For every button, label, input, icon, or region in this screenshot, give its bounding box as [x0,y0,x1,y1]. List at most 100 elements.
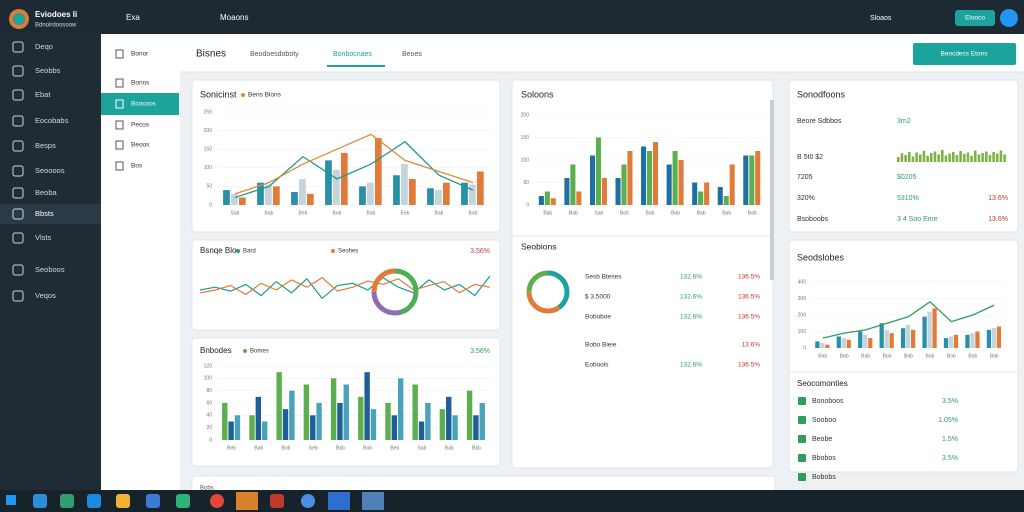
list-cell: Sesb Bteses [585,274,622,281]
sub-nav-item[interactable]: Bos [131,163,143,170]
bar [666,164,672,205]
sub-nav-item[interactable]: Beoos [131,142,150,149]
bar [265,184,272,205]
spark-bar [911,156,915,162]
x-tick-label: Bob [620,210,629,216]
app-icon[interactable] [60,494,74,508]
top-menu[interactable]: Moaons [220,13,248,22]
bar [641,146,647,205]
nav-item[interactable]: Ebat [35,90,51,99]
tab[interactable]: Beoes [402,51,422,58]
bar [446,396,452,440]
nav-item[interactable]: Seoboos [35,265,65,274]
list-cell: Beore Sdbbos [797,118,842,125]
y-tick-label: 80 [206,388,212,394]
line-series [199,275,491,300]
x-tick-label: Beb [299,210,308,216]
list-cell: 136.5% [738,294,760,301]
app-icon[interactable] [328,492,350,510]
start-icon[interactable] [6,495,16,505]
app-icon[interactable] [210,494,224,508]
x-tick-label: Seb [309,445,318,451]
nav-icon [12,232,24,244]
app-icon[interactable] [236,492,258,510]
card-title: Bsnqe Blo [200,246,237,255]
sub-nav-item[interactable]: Bonor [131,51,149,58]
app-icon[interactable] [301,494,315,508]
bar [289,390,295,440]
app-icon[interactable] [33,494,47,508]
y-tick-label: 40 [206,413,212,419]
x-tick-label: Bab [336,445,345,451]
sub-nav-item[interactable]: Bcocoos [131,101,157,108]
bar [879,323,884,348]
legend-dot [243,349,247,353]
list-cell: Boboboe [585,314,611,321]
spark-bar [999,150,1003,162]
bar [367,182,374,205]
y-tick-label: 20 [206,425,212,431]
bar [564,178,570,205]
y-tick-label: 120 [204,363,213,369]
sub-nav-active [101,93,179,115]
bar [385,403,391,440]
row-icon [798,473,806,481]
bar [743,155,749,205]
sub-nav-item[interactable]: Bonos [131,80,150,87]
nav-item[interactable]: Besps [35,141,56,150]
nav-item[interactable]: Vlsts [35,233,52,242]
app-icon[interactable] [116,494,130,508]
nav-item[interactable]: Seobbs [35,66,61,75]
bar [461,182,468,205]
bar [965,334,970,348]
row-icon [798,416,806,424]
x-tick-label: Sab [231,210,240,216]
top-menu[interactable]: Exa [126,13,140,22]
bar [479,403,485,440]
nav-item[interactable]: Beoba [35,188,58,197]
tab[interactable]: Beodoesdoboty [250,51,299,58]
bar [996,326,1002,348]
spark-bar [930,153,933,162]
header-button-label: Beocdecs Etons [941,51,989,58]
spark-bar [996,153,999,162]
x-tick-label: Sab [418,445,427,451]
bar [249,415,255,440]
spark-bar [959,151,962,162]
nav-item[interactable]: Seoooos [35,166,65,175]
y-tick-label: 250 [204,109,213,115]
bar [234,415,241,440]
nav-item[interactable]: Deqo [35,42,53,51]
app-icon[interactable] [146,494,160,508]
nav-icon [12,187,24,199]
spark-bar [922,150,926,162]
bar [900,328,906,348]
nav-icon [12,140,24,152]
app-icon[interactable] [362,492,384,510]
spark-bar [948,153,951,162]
nav-icon [12,264,24,276]
nav-item[interactable]: Eocobabs [35,116,69,125]
spark-bar [915,152,918,162]
bar [257,182,264,205]
top-avatar[interactable] [1000,9,1018,27]
bar [272,186,280,205]
bar [282,409,289,440]
top-button[interactable] [955,10,995,26]
bar [889,333,894,348]
nav-item[interactable]: Bbsts [35,209,54,218]
y-tick-label: 50 [206,184,212,190]
y-tick-label: 150 [204,147,213,153]
x-tick-label: Bob [883,353,892,359]
app-icon[interactable] [87,494,101,508]
sub-nav-item[interactable]: Pecos [131,122,150,129]
bar [303,384,310,440]
header-button[interactable] [913,43,1016,65]
card-title: Bobs [200,486,214,492]
list-cell: $ 3.5000 [585,294,611,301]
nav-item[interactable]: Veqos [35,291,56,300]
tab[interactable]: Bonbocnaes [333,51,372,58]
app-icon[interactable] [176,494,190,508]
app-icon[interactable] [270,494,284,508]
